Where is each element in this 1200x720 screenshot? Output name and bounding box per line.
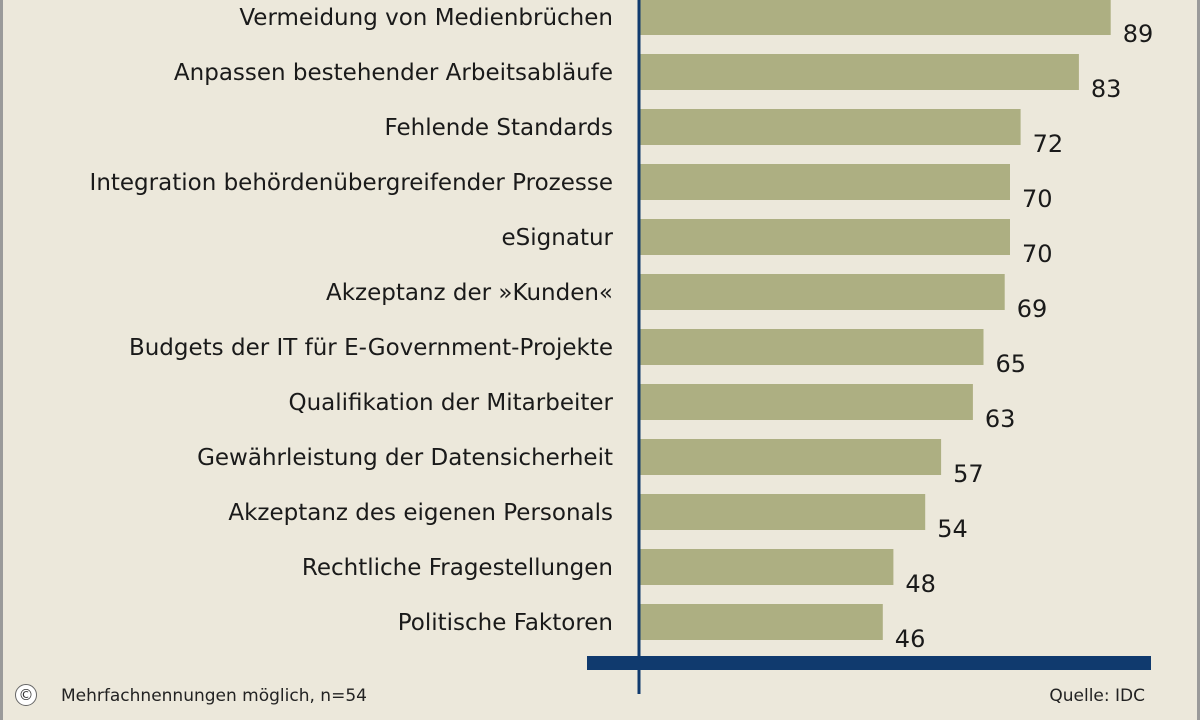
category-label: Gewährleistung der Datensicherheit xyxy=(197,445,613,471)
bar xyxy=(639,164,1010,200)
bar xyxy=(639,219,1010,255)
category-label: Akzeptanz des eigenen Personals xyxy=(228,500,613,526)
value-label: 69 xyxy=(1017,295,1048,323)
bar xyxy=(639,274,1005,310)
value-label: 48 xyxy=(905,570,936,598)
value-label: 83 xyxy=(1091,75,1122,103)
category-label: Qualifikation der Mitarbeiter xyxy=(288,390,613,416)
category-label: Fehlende Standards xyxy=(385,115,614,141)
category-label: Akzeptanz der »Kunden« xyxy=(326,280,613,306)
bar xyxy=(639,329,984,365)
bar xyxy=(639,604,883,640)
value-label: 72 xyxy=(1033,130,1064,158)
bar xyxy=(639,494,926,530)
value-label: 70 xyxy=(1022,185,1053,213)
bar xyxy=(639,0,1111,35)
category-label: Rechtliche Fragestellungen xyxy=(302,555,613,581)
value-label: 65 xyxy=(996,350,1027,378)
bar-chart: Vermeidung von Medienbrüchen 89 Anpassen b… xyxy=(90,0,1154,694)
category-label: eSignatur xyxy=(502,225,614,251)
category-label: Budgets der IT für E-Government-Projekte xyxy=(129,335,613,361)
category-label: Anpassen bestehender Arbeitsabläufe xyxy=(174,60,613,86)
copyright-icon: © xyxy=(15,684,37,706)
category-label: Vermeidung von Medienbrüchen xyxy=(239,5,613,31)
x-axis-band xyxy=(587,656,1151,670)
bar xyxy=(639,54,1079,90)
value-label: 57 xyxy=(953,460,984,488)
value-label: 70 xyxy=(1022,240,1053,268)
value-label: 54 xyxy=(937,515,968,543)
bar xyxy=(639,439,942,475)
value-label: 89 xyxy=(1123,20,1154,48)
bar xyxy=(639,384,973,420)
bar xyxy=(639,109,1021,145)
footnote: Mehrfachnennungen möglich, n=54 xyxy=(61,686,367,706)
value-label: 46 xyxy=(895,625,926,653)
category-label: Politische Faktoren xyxy=(398,610,613,636)
category-label: Integration behördenübergreifender Proze… xyxy=(90,170,613,196)
bar xyxy=(639,549,894,585)
value-label: 63 xyxy=(985,405,1016,433)
source-label: Quelle: IDC xyxy=(1049,686,1145,706)
